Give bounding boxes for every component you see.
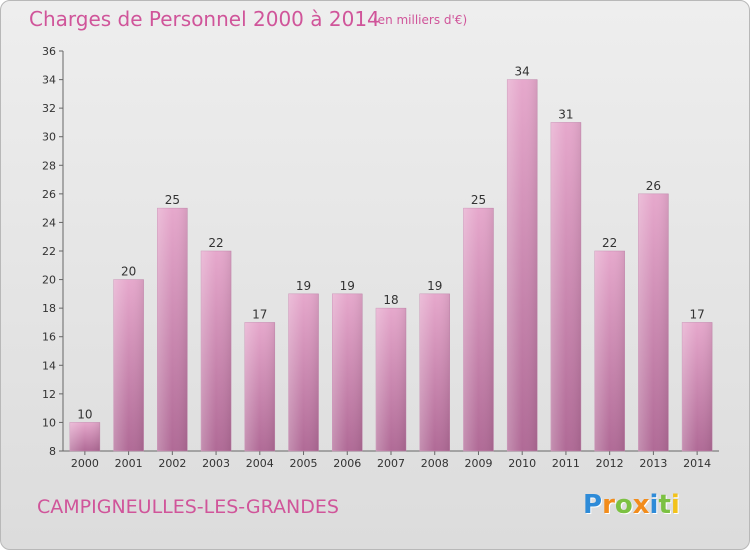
bar-shade bbox=[201, 251, 232, 451]
data-label: 19 bbox=[427, 279, 442, 293]
x-tick-label: 2012 bbox=[596, 457, 624, 470]
x-tick-label: 2000 bbox=[71, 457, 99, 470]
x-tick-label: 2014 bbox=[683, 457, 711, 470]
proxiti-logo: Proxiti bbox=[583, 490, 680, 520]
y-tick-label: 30 bbox=[42, 131, 56, 144]
x-tick-label: 2007 bbox=[377, 457, 405, 470]
bar-shade bbox=[507, 79, 538, 452]
data-label: 19 bbox=[340, 279, 355, 293]
x-tick-label: 2011 bbox=[552, 457, 580, 470]
bar-shade bbox=[638, 193, 669, 451]
bar-shade bbox=[288, 293, 319, 451]
data-label: 22 bbox=[602, 236, 617, 250]
y-tick-label: 28 bbox=[42, 159, 56, 172]
x-tick-label: 2002 bbox=[158, 457, 186, 470]
y-tick-label: 18 bbox=[42, 302, 56, 315]
x-tick-label: 2001 bbox=[115, 457, 143, 470]
y-tick-label: 26 bbox=[42, 188, 56, 201]
logo-letter: P bbox=[583, 490, 603, 520]
bar-shade bbox=[463, 208, 494, 451]
logo-letter: i bbox=[670, 490, 680, 520]
logo-letter: o bbox=[614, 490, 633, 520]
data-label: 31 bbox=[558, 107, 573, 121]
data-label: 10 bbox=[77, 407, 92, 421]
x-tick-label: 2003 bbox=[202, 457, 230, 470]
y-tick-label: 34 bbox=[42, 74, 56, 87]
bar-shade bbox=[332, 293, 363, 451]
bar-shade bbox=[594, 251, 625, 451]
x-tick-label: 2009 bbox=[464, 457, 492, 470]
axes: 8 10 12 14 16 18 20 22 24 26 28 30 32 34 36 bbox=[42, 45, 719, 458]
data-label: 34 bbox=[515, 65, 530, 79]
logo-letter: x bbox=[632, 490, 650, 520]
data-label: 22 bbox=[208, 236, 223, 250]
bar-shade bbox=[419, 293, 450, 451]
data-label: 19 bbox=[296, 279, 311, 293]
x-tick-label: 2006 bbox=[333, 457, 361, 470]
y-tick-label: 36 bbox=[42, 45, 56, 58]
y-tick-label: 22 bbox=[42, 245, 56, 258]
chart-title: Charges de Personnel 2000 à 2014 bbox=[29, 7, 380, 31]
data-label: 25 bbox=[471, 193, 486, 207]
y-tick-label: 20 bbox=[42, 274, 56, 287]
commune-name: CAMPIGNEULLES-LES-GRANDES bbox=[37, 496, 339, 518]
bar-shade bbox=[376, 308, 406, 451]
y-tick-label: 16 bbox=[42, 331, 56, 344]
labels: 2000 10 2001 20 2002 25 2003 22 2004 17 2005 19 2006… bbox=[71, 65, 711, 470]
bar-shade bbox=[244, 322, 275, 451]
x-tick-label: 2004 bbox=[246, 457, 274, 470]
bar-shade bbox=[69, 422, 100, 451]
data-label: 17 bbox=[252, 307, 267, 321]
bar-shade bbox=[550, 122, 581, 451]
data-label: 25 bbox=[165, 193, 180, 207]
y-tick-label: 8 bbox=[49, 445, 56, 458]
x-tick-label: 2013 bbox=[639, 457, 667, 470]
data-label: 26 bbox=[646, 179, 661, 193]
data-label: 18 bbox=[383, 293, 398, 307]
y-tick-label: 10 bbox=[42, 416, 56, 429]
data-label: 20 bbox=[121, 265, 136, 279]
y-tick-label: 12 bbox=[42, 388, 56, 401]
x-tick-label: 2005 bbox=[290, 457, 318, 470]
bar-shade bbox=[157, 208, 188, 451]
logo-letter: i bbox=[649, 490, 659, 520]
data-label: 17 bbox=[689, 307, 704, 321]
y-tick-label: 32 bbox=[42, 102, 56, 115]
chart-subtitle: (en milliers d'€) bbox=[373, 13, 468, 27]
y-tick-label: 14 bbox=[42, 359, 56, 372]
x-tick-label: 2008 bbox=[421, 457, 449, 470]
logo-letter: t bbox=[658, 490, 671, 520]
bar-shade bbox=[113, 279, 144, 451]
bar-shade bbox=[682, 322, 713, 451]
x-tick-label: 2010 bbox=[508, 457, 536, 470]
logo-letter: r bbox=[602, 490, 615, 520]
bars bbox=[69, 79, 713, 452]
y-tick-label: 24 bbox=[42, 216, 56, 229]
